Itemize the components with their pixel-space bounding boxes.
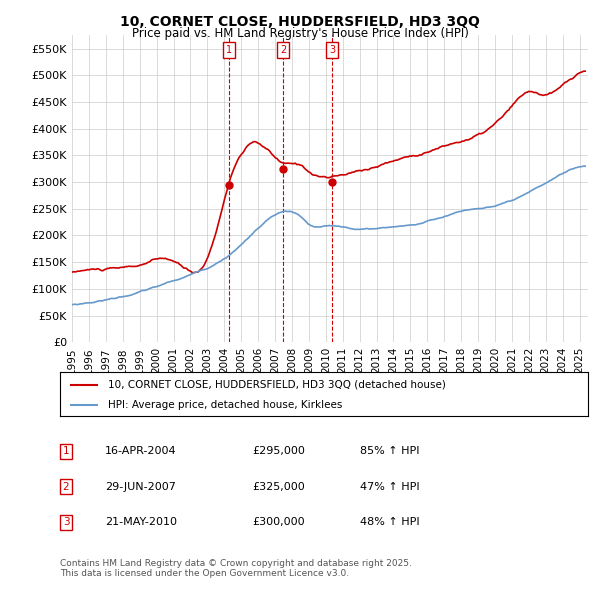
Text: £300,000: £300,000	[252, 517, 305, 527]
Text: 3: 3	[329, 45, 335, 55]
Text: 16-APR-2004: 16-APR-2004	[105, 447, 176, 456]
Text: 1: 1	[226, 45, 232, 55]
Text: 2: 2	[62, 482, 70, 491]
Text: Price paid vs. HM Land Registry's House Price Index (HPI): Price paid vs. HM Land Registry's House …	[131, 27, 469, 40]
Text: 10, CORNET CLOSE, HUDDERSFIELD, HD3 3QQ: 10, CORNET CLOSE, HUDDERSFIELD, HD3 3QQ	[120, 15, 480, 29]
Text: 85% ↑ HPI: 85% ↑ HPI	[360, 447, 419, 456]
Text: £325,000: £325,000	[252, 482, 305, 491]
Text: 1: 1	[62, 447, 70, 456]
Text: 2: 2	[280, 45, 286, 55]
Text: 3: 3	[62, 517, 70, 527]
Text: HPI: Average price, detached house, Kirklees: HPI: Average price, detached house, Kirk…	[107, 400, 342, 410]
Text: 21-MAY-2010: 21-MAY-2010	[105, 517, 177, 527]
Text: 10, CORNET CLOSE, HUDDERSFIELD, HD3 3QQ (detached house): 10, CORNET CLOSE, HUDDERSFIELD, HD3 3QQ …	[107, 380, 445, 390]
Text: 47% ↑ HPI: 47% ↑ HPI	[360, 482, 419, 491]
Text: Contains HM Land Registry data © Crown copyright and database right 2025.
This d: Contains HM Land Registry data © Crown c…	[60, 559, 412, 578]
Text: 29-JUN-2007: 29-JUN-2007	[105, 482, 176, 491]
Text: 48% ↑ HPI: 48% ↑ HPI	[360, 517, 419, 527]
Text: £295,000: £295,000	[252, 447, 305, 456]
